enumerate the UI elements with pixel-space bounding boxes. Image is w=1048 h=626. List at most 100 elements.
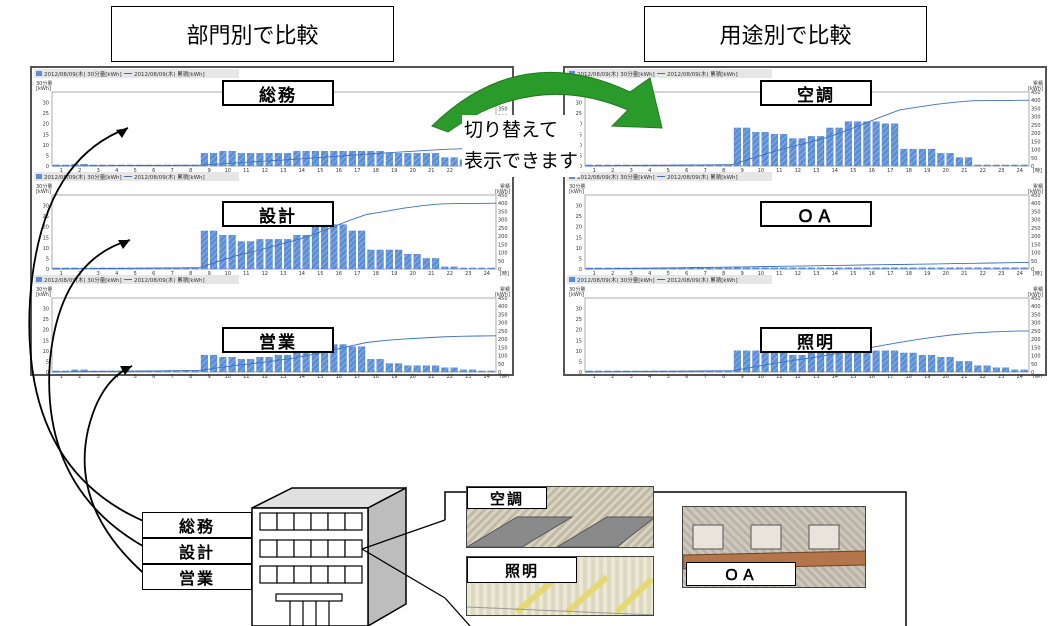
bar [1011, 369, 1019, 373]
y2-tick-label: 200 [1031, 234, 1041, 240]
chart-label-general-affairs: 総務 [222, 80, 334, 106]
x-tick-label: 15 [317, 271, 323, 277]
x-tick-label: 6 [152, 271, 155, 277]
x-tick-label: 19 [924, 271, 930, 277]
bar [459, 267, 467, 270]
bar [385, 249, 393, 270]
bar [974, 365, 982, 373]
x-tick-label: 8 [189, 374, 192, 378]
y2-tick-label: 450 [1031, 193, 1041, 199]
bar [724, 267, 732, 270]
x-tick-label: 19 [391, 168, 397, 174]
bar [983, 164, 991, 167]
x-tick-label: 1 [60, 374, 63, 378]
bar [237, 359, 245, 373]
y2-tick-label: 100 [498, 354, 508, 360]
bar [358, 346, 366, 373]
y-axis-unit: [kWh] [36, 86, 51, 92]
bar [348, 230, 356, 270]
x-tick-label: 22 [447, 271, 453, 277]
bar [200, 354, 208, 373]
bar [835, 127, 843, 167]
y-axis-unit: [kWh] [569, 292, 584, 298]
legend-bar-text: 2012/08/09(木) 30分量[kWh] [44, 173, 122, 181]
bar [844, 350, 852, 373]
x-tick-label: 5 [134, 374, 137, 378]
y2-tick-label: 300 [1031, 115, 1041, 121]
bar [826, 267, 834, 270]
bar [339, 224, 347, 270]
y2-axis-unit: [kWh] [1028, 86, 1043, 92]
bar [946, 153, 954, 167]
x-tick-label: 7 [704, 271, 707, 277]
x-tick-label: 24 [1017, 168, 1023, 174]
y-tick-label: 30 [576, 204, 582, 210]
header-right-box: 用途別で比較 [644, 6, 927, 62]
x-tick-label: 22 [980, 374, 986, 378]
bar [432, 258, 440, 270]
x-axis-unit: [時] [500, 271, 509, 277]
legend-bg [34, 69, 239, 78]
cumulative-line [584, 330, 1030, 373]
x-tick-label: 8 [189, 271, 192, 277]
bar [909, 352, 917, 373]
curve-arrow-sales [83, 365, 149, 578]
bar [900, 267, 908, 270]
bar [807, 267, 815, 270]
bar [210, 153, 218, 167]
x-tick-label: 20 [943, 271, 949, 277]
dept-design: 設計 [142, 538, 252, 564]
y-tick-label: 10 [43, 246, 49, 252]
bar [478, 267, 486, 270]
chart-label-design: 設計 [222, 201, 334, 227]
bar [891, 123, 899, 167]
bar [817, 267, 825, 270]
y2-tick-label: 450 [498, 296, 508, 302]
y2-tick-label: 50 [498, 259, 504, 265]
bar [854, 121, 862, 167]
x-tick-label: 8 [722, 374, 725, 378]
x-tick-label: 10 [225, 374, 231, 378]
x-tick-label: 11 [243, 271, 249, 277]
x-tick-label: 4 [648, 374, 651, 378]
x-tick-label: 17 [887, 271, 893, 277]
bar [992, 164, 1000, 167]
bar [955, 157, 963, 167]
y-axis-unit: [kWh] [569, 86, 584, 92]
x-tick-label: 18 [906, 168, 912, 174]
y2-tick-label: 250 [1031, 329, 1041, 335]
y2-tick-label: 0 [1031, 370, 1034, 376]
y2-axis-unit: [kWh] [495, 292, 510, 298]
bar [780, 134, 788, 167]
y2-axis-title: 累積 [500, 183, 510, 190]
chart-label-oa: ＯＡ [760, 201, 872, 227]
legend-line-text: 2012/08/09(木) 累積[kWh] [667, 70, 738, 78]
bar [1020, 164, 1028, 167]
x-tick-label: 17 [887, 374, 893, 378]
bar [863, 267, 871, 270]
bar [478, 370, 486, 373]
bar [450, 266, 458, 270]
legend-bar-text: 2012/08/09(木) 30分量[kWh] [577, 70, 655, 78]
x-tick-label: 13 [280, 168, 286, 174]
y2-tick-label: 50 [1031, 362, 1037, 368]
x-tick-label: 13 [280, 374, 286, 378]
bar [367, 151, 375, 167]
x-tick-label: 18 [373, 168, 379, 174]
legend-bar-text: 2012/08/09(木) 30分量[kWh] [44, 276, 122, 284]
bar [881, 267, 889, 270]
x-tick-label: 24 [1017, 271, 1023, 277]
y2-tick-label: 0 [498, 370, 501, 376]
y2-axis-title: 累積 [500, 286, 510, 293]
x-tick-label: 11 [776, 271, 782, 277]
callout-line-1: 切り替えて [462, 115, 581, 146]
callout-line-2: 表示できます [462, 146, 581, 177]
bar [376, 151, 384, 167]
x-tick-label: 23 [465, 271, 471, 277]
x-tick-label: 9 [208, 271, 211, 277]
y2-tick-label: 450 [498, 90, 508, 96]
bar [219, 357, 227, 373]
x-tick-label: 1 [593, 374, 596, 378]
bar [891, 267, 899, 270]
bar [863, 350, 871, 373]
